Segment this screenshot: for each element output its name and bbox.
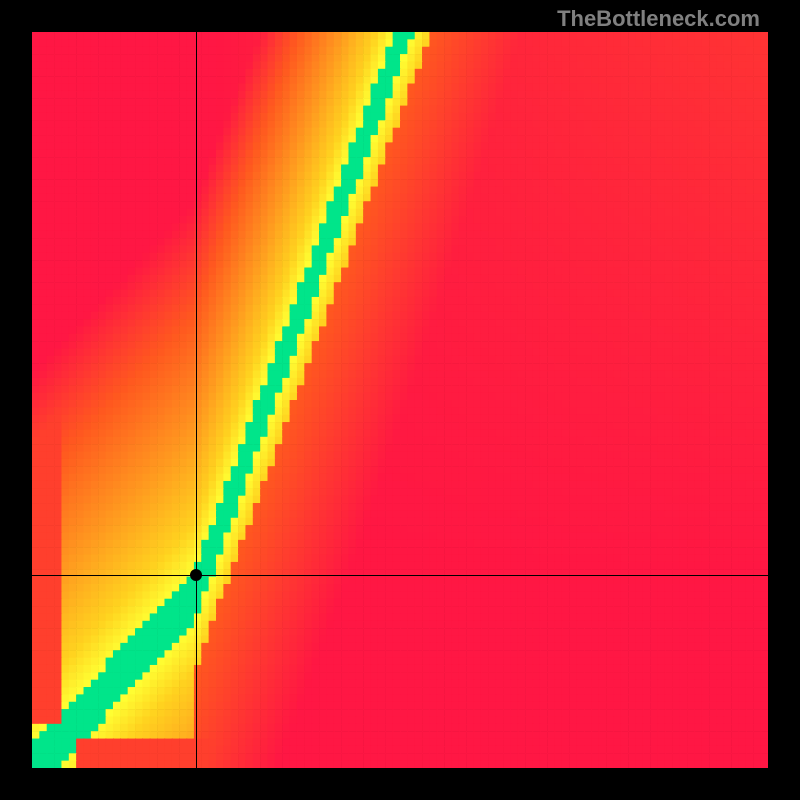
crosshair-vertical: [196, 32, 197, 768]
crosshair-horizontal: [32, 575, 768, 576]
chart-container: TheBottleneck.com: [0, 0, 800, 800]
data-point-marker: [190, 569, 202, 581]
watermark-text: TheBottleneck.com: [557, 6, 760, 32]
heatmap-canvas: [32, 32, 768, 768]
plot-frame: [0, 0, 800, 800]
